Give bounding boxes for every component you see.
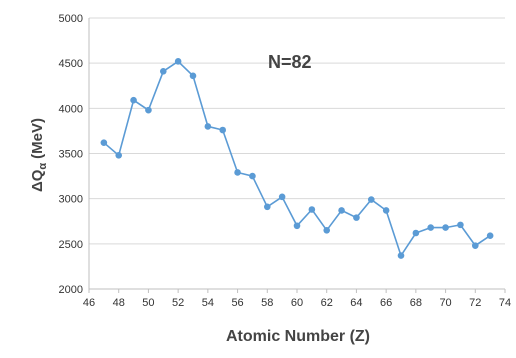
data-point-z69: [427, 224, 435, 231]
data-point-z65: [367, 196, 375, 203]
data-point-z48: [115, 152, 123, 159]
grid-lines: [89, 17, 505, 290]
y-tick-label-2000: 2000: [59, 284, 83, 296]
data-point-z54: [204, 123, 212, 130]
data-point-z55: [219, 126, 227, 134]
data-point-z51: [159, 67, 167, 75]
x-tick-label-68: 68: [410, 297, 422, 309]
data-point-z52: [174, 58, 182, 65]
data-point-z72: [471, 242, 479, 249]
x-tick-label-60: 60: [291, 297, 303, 309]
data-point-z47: [100, 139, 108, 146]
x-tick-label-54: 54: [202, 297, 214, 309]
x-tick-label-64: 64: [350, 297, 362, 309]
x-tick-label-74: 74: [499, 297, 511, 309]
y-axis-label-sub: α: [37, 163, 49, 170]
data-point-z58: [263, 203, 271, 211]
data-point-z49: [130, 96, 137, 104]
y-tick-label-3500: 3500: [59, 149, 83, 161]
data-point-z71: [457, 221, 464, 229]
data-point-z73: [486, 232, 494, 240]
y-axis-label-unit: (MeV): [29, 118, 46, 159]
data-point-z53: [189, 72, 197, 80]
x-tick-label-56: 56: [231, 297, 243, 309]
data-point-z70: [442, 224, 449, 231]
data-point-z59: [278, 193, 286, 201]
x-tick-label-52: 52: [172, 297, 184, 309]
y-tick-label-5000: 5000: [59, 13, 83, 25]
y-tick-label-2500: 2500: [59, 239, 83, 251]
data-point-z56: [234, 169, 241, 176]
x-tick-label-48: 48: [113, 297, 125, 309]
data-point-z50: [145, 106, 152, 114]
data-point-z63: [338, 207, 345, 214]
x-axis-label: Atomic Number (Z): [226, 328, 370, 345]
y-axis-label-main: ΔQ: [29, 169, 46, 192]
series-ddqa: [100, 58, 494, 259]
data-point-z68: [412, 229, 420, 237]
y-tick-label-4000: 4000: [59, 103, 83, 115]
axes: [88, 18, 506, 293]
x-tick-label-62: 62: [321, 297, 333, 309]
x-tick-label-70: 70: [439, 297, 451, 309]
data-point-z60: [293, 222, 301, 230]
x-tick-label-58: 58: [261, 297, 273, 309]
data-point-z57: [249, 172, 256, 180]
x-tick-label-50: 50: [142, 297, 154, 309]
data-point-z64: [353, 214, 360, 221]
data-point-z62: [323, 226, 331, 234]
data-point-z66: [382, 207, 390, 214]
y-tick-label-4500: 4500: [59, 58, 83, 70]
annotation-n82: N=82: [268, 52, 312, 72]
x-tick-label-66: 66: [380, 297, 392, 309]
y-tick-labels: 2000 2500 3000 3500 4000 4500 5000: [59, 13, 83, 296]
y-tick-label-3000: 3000: [59, 194, 83, 206]
data-point-z61: [308, 206, 316, 213]
data-point-z67: [397, 252, 405, 259]
x-tick-label-72: 72: [469, 297, 481, 309]
x-tick-labels: 46 48 50 52 54 56 58 60 62 64 66 68 70 72 74: [83, 297, 511, 309]
x-tick-label-46: 46: [83, 297, 95, 309]
y-axis-label: ΔQα (MeV): [29, 118, 49, 192]
